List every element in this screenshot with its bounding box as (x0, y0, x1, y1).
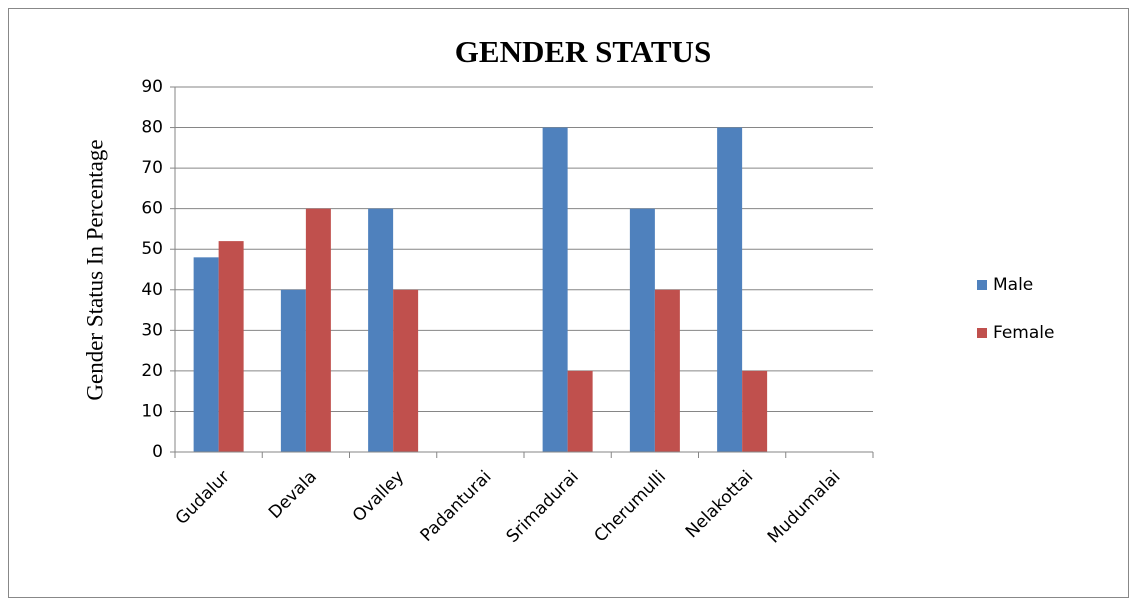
chart-border (8, 8, 1129, 598)
y-tick-label: 50 (141, 239, 163, 259)
bar (654, 289, 680, 452)
bar (567, 370, 593, 452)
legend-swatch (977, 328, 987, 338)
x-tick-label: Cherumulli (590, 467, 669, 546)
x-tick-label: Mudumalai (764, 467, 845, 548)
x-tick-label: Gudalur (172, 467, 234, 529)
legend-label: Female (993, 323, 1054, 343)
bar (393, 289, 419, 452)
bar (368, 208, 394, 452)
x-tick-label: Srimadurai (503, 467, 583, 547)
x-tick-label: Nelakottai (682, 467, 757, 542)
y-axis-label: Gender Status In Percentage (82, 139, 107, 400)
y-tick-label: 70 (141, 158, 163, 178)
bar (305, 208, 331, 452)
y-tick-label: 60 (141, 199, 163, 219)
bar (280, 289, 306, 452)
y-tick-label: 0 (152, 442, 163, 462)
x-tick-label: Devala (265, 467, 321, 523)
legend-label: Male (993, 275, 1033, 295)
bar (629, 208, 655, 452)
bar (218, 241, 244, 452)
legend-swatch (977, 280, 987, 290)
bar (717, 127, 743, 453)
x-tick-label: Padanturai (417, 467, 496, 546)
x-tick-label: Ovalley (349, 467, 408, 526)
y-tick-label: 10 (141, 401, 163, 421)
y-tick-label: 40 (141, 280, 163, 300)
y-tick-label: 30 (141, 320, 163, 340)
chart-title: GENDER STATUS (455, 34, 711, 69)
bar (742, 370, 768, 452)
y-tick-label: 20 (141, 361, 163, 381)
y-tick-label: 80 (141, 118, 163, 138)
bar (193, 257, 219, 452)
bar (542, 127, 568, 453)
y-tick-label: 90 (141, 77, 163, 97)
